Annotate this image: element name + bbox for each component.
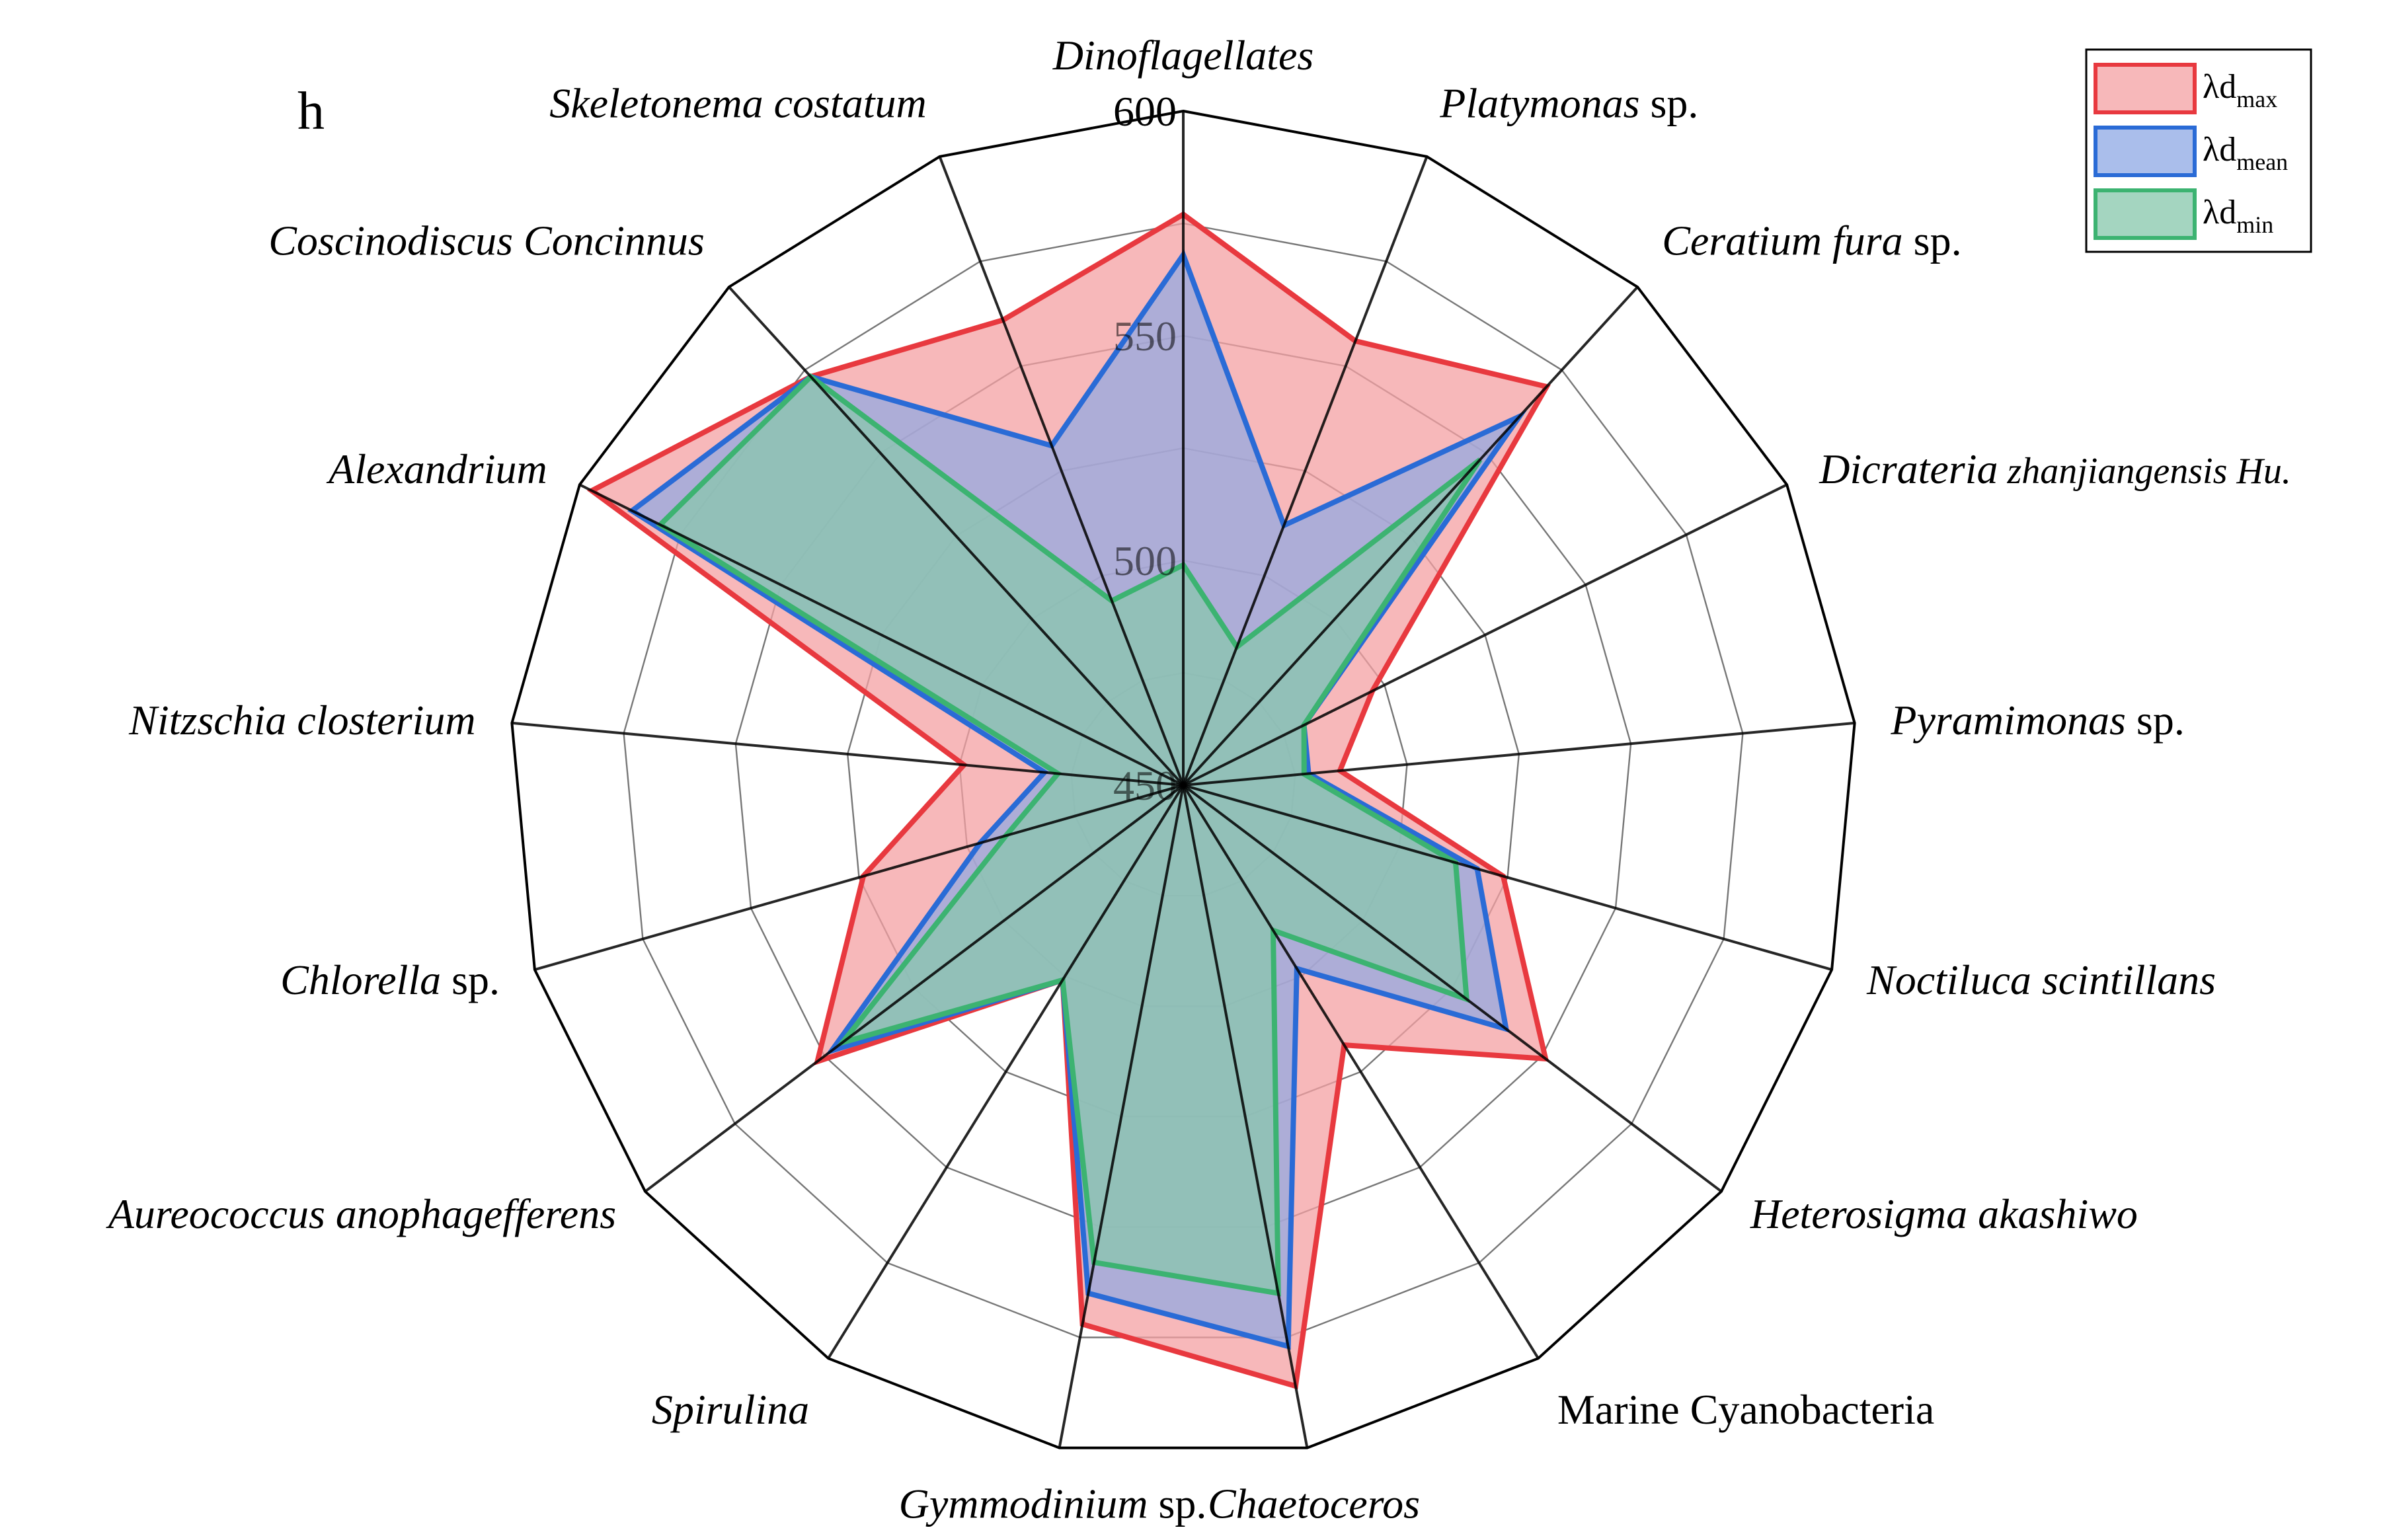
category-label: Pyramimonas sp. [1890, 697, 2184, 744]
category-label: Platymonas sp. [1439, 80, 1698, 127]
spoke [1182, 784, 1723, 1193]
radial-tick-label: 600 [1113, 88, 1177, 135]
legend-label-mean: λdmean [2203, 131, 2288, 175]
spoke [1182, 785, 1309, 1448]
spoke [644, 784, 1185, 1193]
category-label: Chaetoceros [1208, 1481, 1420, 1527]
radial-tick-label: 450 [1113, 762, 1177, 809]
series-area-min [660, 376, 1481, 1293]
category-label: Spirulina [652, 1386, 809, 1433]
spoke [1182, 784, 1540, 1360]
category-label: Nitzschia closterium [128, 697, 475, 744]
category-label: Noctiluca scintillans [1866, 956, 2216, 1003]
legend-swatch-mean [2094, 126, 2197, 177]
legend-swatch-max [2094, 63, 2197, 114]
category-label: Dinoflagellates [1052, 32, 1314, 79]
legend: λdmax λdmean λdmin [2085, 48, 2312, 253]
category-label: Skeletonema costatum [549, 80, 927, 127]
category-label: Coscinodiscus Concinnus [268, 217, 705, 264]
category-label: Marine Cyanobacteria [1557, 1386, 1934, 1433]
radial-tick-label: 500 [1113, 537, 1177, 584]
spoke [1183, 784, 1832, 972]
legend-label-max: λdmax [2203, 68, 2277, 112]
spoke [512, 721, 1184, 787]
panel-label: h [297, 81, 325, 141]
series-line-max [586, 211, 1551, 1390]
radial-tick-label: 550 [1113, 313, 1177, 360]
spoke [1058, 785, 1185, 1448]
legend-label-min: λdmin [2203, 194, 2273, 238]
spoke [728, 286, 1185, 787]
category-labels: Dinoflagellates Platymonas sp. Ceratium fu… [106, 32, 2291, 1527]
spoke [938, 156, 1185, 786]
spoke [579, 483, 1184, 787]
radar-spokes [512, 111, 1855, 1448]
radial-tick-labels: 450 500 550 600 [1113, 88, 1177, 809]
series-line-min [656, 373, 1483, 1297]
spoke [1182, 286, 1639, 787]
category-label: Ceratium fura sp. [1662, 217, 1961, 264]
category-label: Alexandrium [326, 445, 547, 492]
category-label: Aureococcus anophagefferens [106, 1190, 616, 1237]
spoke [1183, 483, 1787, 787]
outer-grid-ring [510, 109, 1856, 1449]
category-label: Heterosigma akashiwo [1750, 1190, 2138, 1237]
category-label: Chlorella sp. [280, 956, 500, 1003]
spoke [534, 784, 1184, 972]
category-label: Dicrateria zhanjiangensis Hu. [1819, 445, 2291, 492]
spoke [827, 784, 1185, 1360]
category-label: Gymmodinium sp. [899, 1481, 1207, 1527]
spoke [1182, 156, 1429, 786]
radar-series [586, 211, 1551, 1390]
spoke [1183, 721, 1855, 787]
legend-swatch-min [2094, 188, 2197, 240]
